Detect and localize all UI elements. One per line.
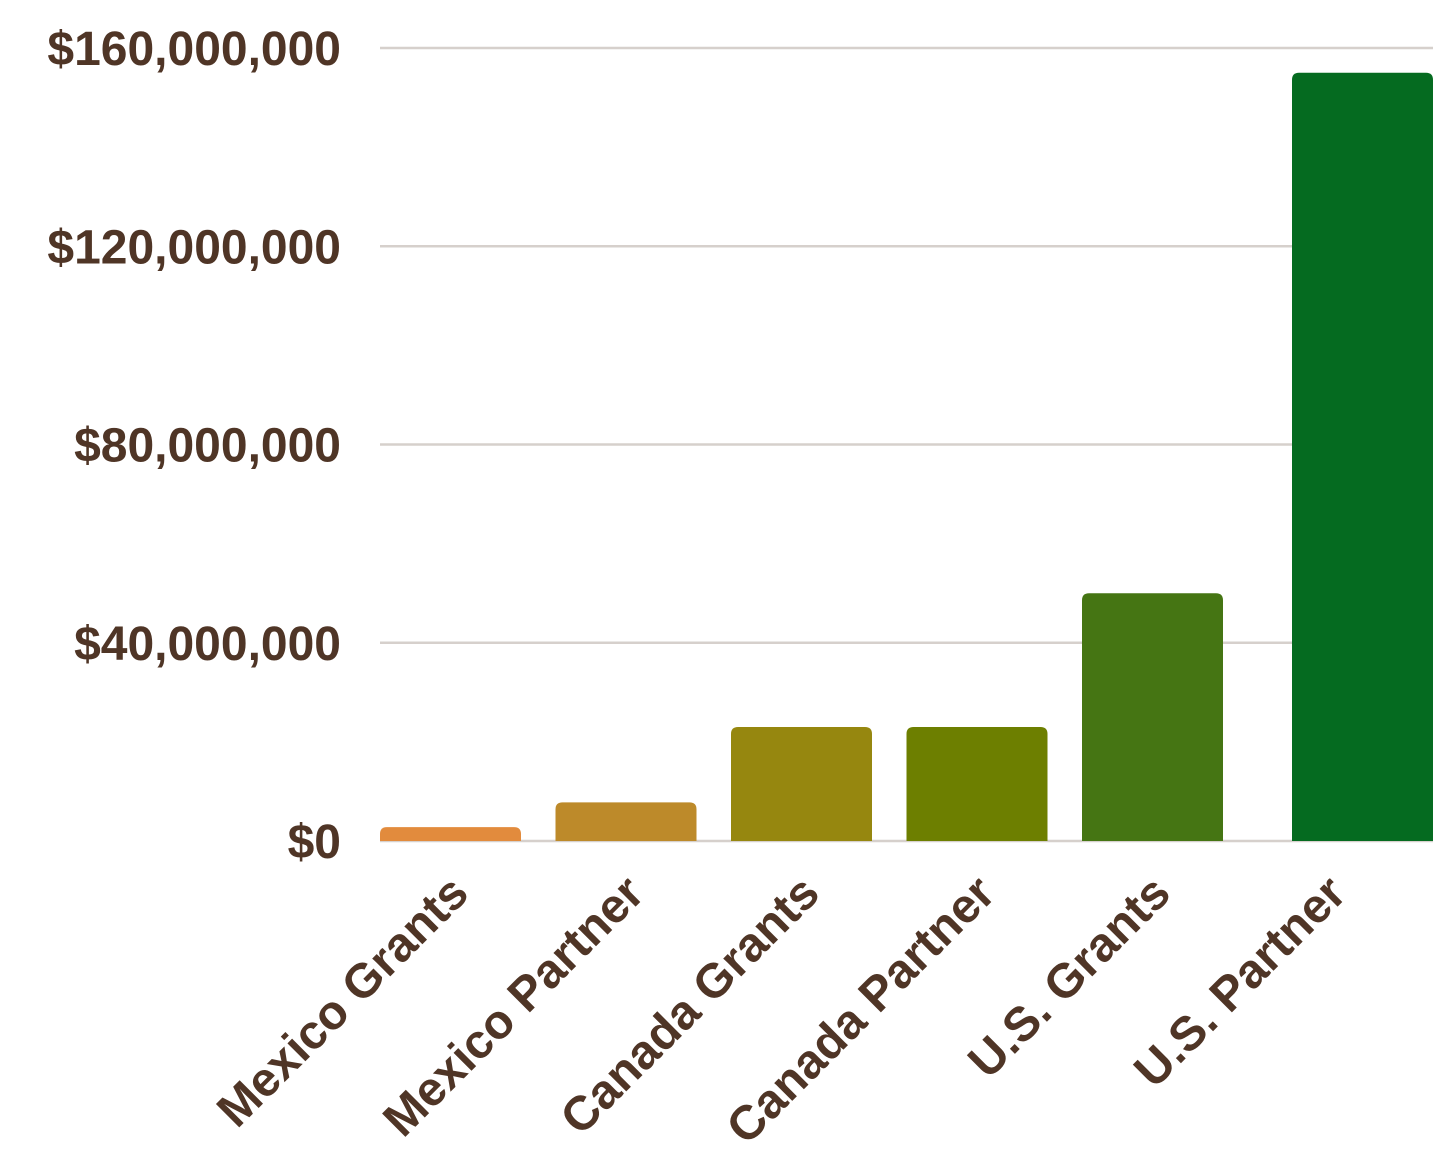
y-tick-label: $120,000,000 (47, 221, 341, 274)
bar-canada-partner (906, 727, 1048, 841)
gridlines (380, 46, 1433, 843)
y-tick-label: $80,000,000 (74, 420, 341, 473)
bars (380, 72, 1433, 841)
y-tick-label: $0 (288, 816, 341, 869)
bar-mexico-partner (555, 802, 697, 841)
bar-u-s-grants (1082, 593, 1223, 841)
bar-mexico-grants (380, 827, 521, 841)
y-tick-label: $160,000,000 (47, 23, 341, 76)
y-axis-tick-labels: $0 $40,000,000 $80,000,000 $120,000,000 $160… (47, 23, 341, 869)
bar-canada-grants (731, 727, 872, 841)
y-tick-label: $40,000,000 (74, 618, 341, 671)
bar-u-s-partner (1292, 72, 1433, 841)
